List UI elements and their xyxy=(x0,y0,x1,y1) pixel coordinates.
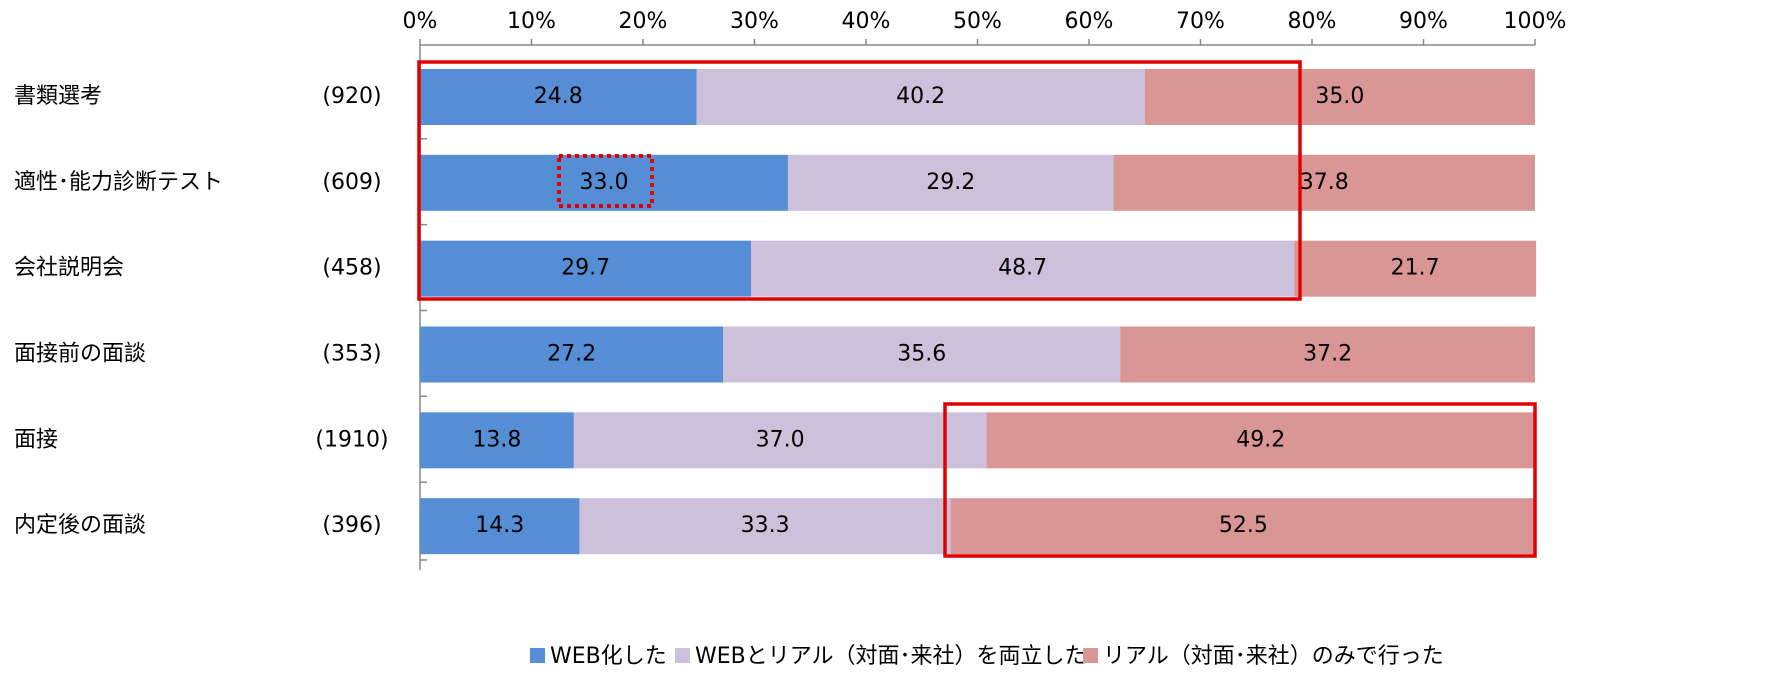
legend-label: WEB化した xyxy=(550,644,667,669)
legend-label: WEBとリアル（対面･来社）を両立した xyxy=(695,644,1087,669)
legend-label: リアル（対面･来社）のみで行った xyxy=(1103,644,1444,669)
value-label: 14.3 xyxy=(475,513,524,538)
highlight-box xyxy=(417,60,1302,301)
value-label: 21.7 xyxy=(1391,256,1440,281)
bar-segment xyxy=(1113,154,1535,211)
bar-segment xyxy=(751,240,1295,297)
count-label: (920) xyxy=(322,84,381,109)
legend-swatch xyxy=(530,648,545,663)
value-label: 48.7 xyxy=(998,256,1047,281)
bar-segment xyxy=(420,154,788,211)
bar-segment xyxy=(723,326,1121,383)
x-tick-label: 100% xyxy=(1504,9,1567,34)
category-label: 内定後の面談 xyxy=(14,513,146,538)
value-label: 37.0 xyxy=(756,427,805,452)
bar-segment xyxy=(420,240,752,297)
category-label: 会社説明会 xyxy=(14,256,124,281)
category-label: 適性･能力診断テスト xyxy=(14,170,223,195)
bar-segment xyxy=(420,412,574,469)
highlight-box xyxy=(943,402,1537,558)
bar-segment xyxy=(579,498,951,555)
bar-segment xyxy=(950,498,1537,555)
bar-segment xyxy=(1294,240,1537,297)
value-label: 49.2 xyxy=(1236,427,1285,452)
count-label: (353) xyxy=(322,342,381,367)
bar-segment xyxy=(420,326,724,383)
count-label: (609) xyxy=(322,170,381,195)
count-label: (458) xyxy=(322,256,381,281)
count-label: (1910) xyxy=(315,427,388,452)
bar-segment xyxy=(1120,326,1535,383)
count-label: (396) xyxy=(322,513,381,538)
x-tick-label: 0% xyxy=(403,9,438,34)
legend-swatch xyxy=(675,648,690,663)
value-label: 29.7 xyxy=(561,256,610,281)
value-label: 29.2 xyxy=(926,170,975,195)
x-tick-label: 50% xyxy=(953,9,1002,34)
value-label: 35.0 xyxy=(1315,84,1364,109)
bar-segment xyxy=(420,498,580,555)
value-label: 33.0 xyxy=(579,170,628,195)
highlight-boxes xyxy=(417,60,1537,558)
x-tick-label: 30% xyxy=(730,9,779,34)
category-label: 面接 xyxy=(14,427,58,452)
x-tick-label: 70% xyxy=(1176,9,1225,34)
x-tick-label: 80% xyxy=(1288,9,1337,34)
value-label: 33.3 xyxy=(741,513,790,538)
value-label: 37.8 xyxy=(1300,170,1349,195)
value-label: 35.6 xyxy=(897,342,946,367)
x-tick-label: 40% xyxy=(842,9,891,34)
bar-segment xyxy=(420,69,697,125)
legend-swatch xyxy=(1083,648,1098,663)
value-label: 52.5 xyxy=(1219,513,1268,538)
bar-segment xyxy=(1144,69,1535,125)
category-label: 書類選考 xyxy=(14,84,102,109)
bar-segment xyxy=(986,412,1535,469)
value-label: 24.8 xyxy=(534,84,583,109)
value-label: 27.2 xyxy=(547,342,596,367)
value-label: 40.2 xyxy=(896,84,945,109)
x-tick-label: 10% xyxy=(507,9,556,34)
x-tick-label: 60% xyxy=(1065,9,1114,34)
value-label: 13.8 xyxy=(472,427,521,452)
value-label: 37.2 xyxy=(1303,342,1352,367)
bar-segment xyxy=(573,412,987,469)
x-tick-label: 20% xyxy=(619,9,668,34)
category-label: 面接前の面談 xyxy=(14,342,146,367)
bar-segment xyxy=(696,69,1145,125)
x-tick-label: 90% xyxy=(1399,9,1448,34)
bar-segment xyxy=(787,154,1114,211)
